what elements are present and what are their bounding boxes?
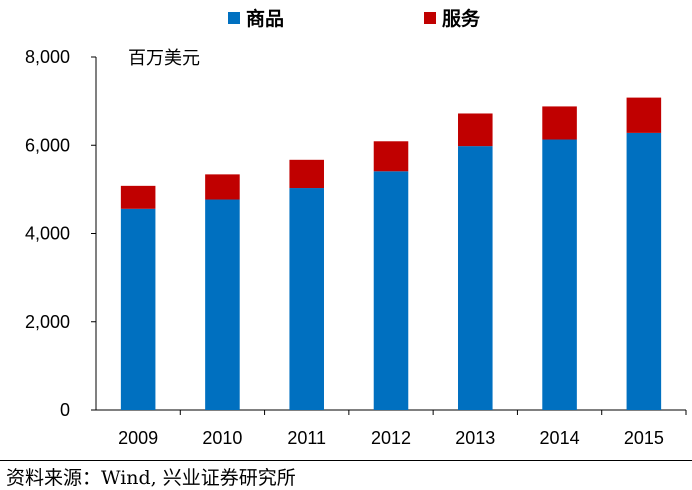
legend-swatch (228, 11, 240, 24)
bar-goods-2011 (289, 188, 324, 410)
legend-item-services: 服务 (424, 4, 480, 31)
legend-item-goods: 商品 (228, 4, 284, 31)
x-tick-label: 2015 (624, 428, 664, 448)
y-tick-label: 4,000 (25, 224, 70, 244)
source-note: 资料来源：Wind, 兴业证券研究所 (6, 467, 296, 489)
y-tick-label: 0 (60, 400, 70, 420)
y-tick-label: 6,000 (25, 135, 70, 155)
chart-legend: 商品 服务 (0, 4, 692, 32)
legend-label: 商品 (246, 8, 285, 30)
bar-services-2009 (120, 185, 156, 209)
bar-services-2013 (458, 113, 493, 147)
legend-swatch (424, 11, 436, 24)
bar-services-2012 (373, 141, 409, 172)
bar-goods-2015 (626, 132, 662, 410)
y-tick-label: 8,000 (25, 47, 70, 67)
bar-goods-2012 (373, 171, 409, 410)
bar-services-2010 (205, 174, 240, 200)
x-tick-label: 2011 (287, 428, 326, 448)
unit-label: 百万美元 (128, 48, 200, 69)
bar-goods-2009 (120, 208, 156, 410)
y-tick-label: 2,000 (25, 312, 70, 332)
bar-services-2015 (626, 97, 662, 133)
stacked-bar-chart: 0 2,000 4,000 6,000 8,000 2009 2010 2011 2012 201… (25, 47, 687, 448)
bar-goods-2014 (542, 139, 577, 411)
bar-services-2014 (542, 106, 577, 140)
source-divider (0, 460, 692, 461)
x-tick-label: 2013 (455, 428, 495, 448)
x-tick-label: 2009 (118, 428, 158, 448)
x-tick-label: 2014 (540, 428, 580, 448)
bar-services-2011 (289, 159, 324, 189)
bar-goods-2013 (458, 146, 493, 410)
x-tick-label: 2012 (371, 428, 411, 448)
x-tick-label: 2010 (202, 428, 242, 448)
bar-goods-2010 (205, 199, 240, 410)
legend-label: 服务 (442, 8, 481, 30)
